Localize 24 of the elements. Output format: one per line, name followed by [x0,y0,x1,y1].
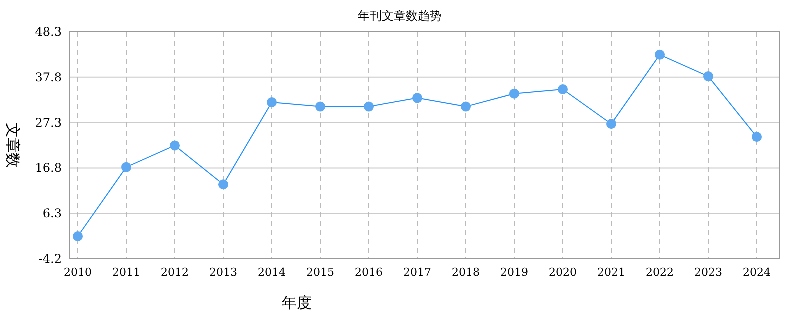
x-tick-label: 2015 [306,266,334,279]
x-axis-title: 年度 [282,294,312,312]
x-tick-label: 2014 [258,266,286,279]
x-tick-label: 2011 [112,266,140,279]
x-tick-label: 2022 [646,266,674,279]
x-tick-label: 2020 [549,266,577,279]
y-tick-label: -4.2 [38,252,62,266]
x-tick-label: 2021 [598,266,626,279]
y-tick-label: 16.8 [35,161,62,176]
x-tick-label: 2024 [743,266,771,279]
y-tick-label: 37.8 [35,70,62,84]
x-tick-label: 2019 [500,266,528,279]
chart-title: 年刊文章数趋势 [358,9,442,23]
x-tick-label: 2013 [210,266,238,279]
x-tick-label: 2017 [404,266,432,279]
x-tick-label: 2012 [161,266,189,279]
y-tick-label: 27.3 [35,116,62,130]
x-tick-label: 2018 [452,266,480,279]
y-axis-title: 文章数 [4,123,22,168]
x-tick-label: 2010 [64,266,92,279]
x-tick-label: 2016 [355,266,383,279]
y-tick-label: 6.3 [42,206,62,221]
x-tick-label: 2023 [694,266,722,279]
y-tick-label: 48.3 [35,25,62,39]
